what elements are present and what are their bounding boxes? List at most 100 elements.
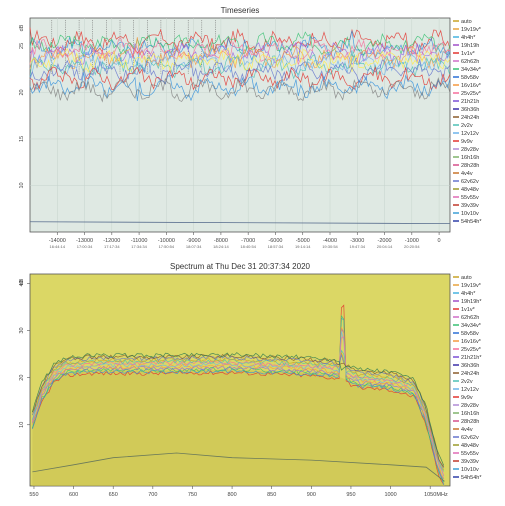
- x-tick-label: -12000: [103, 238, 120, 244]
- legend-entry: 4h4h*: [461, 35, 476, 41]
- timeseries-title: Timeseries: [221, 6, 260, 15]
- x-tick-label: 850: [267, 492, 276, 498]
- x-tick-label: -10000: [158, 238, 175, 244]
- timeseries-series-line: [29, 77, 451, 103]
- spectrum-series-line: [32, 349, 445, 472]
- legend-entry: 39v39v: [461, 203, 479, 209]
- legend-entry: 9v9v: [461, 139, 473, 145]
- legend-entry: 12v12v: [461, 131, 479, 137]
- legend-entry: 54h54h*: [461, 219, 482, 225]
- timeseries-series-line: [29, 31, 451, 58]
- legend-entry: 62h62h: [461, 59, 479, 65]
- x-tick-label: 800: [227, 492, 236, 498]
- y-tick-label: 15: [19, 136, 25, 142]
- legend-entry: 1v1v*: [461, 307, 476, 313]
- legend-entry: auto: [461, 275, 472, 281]
- spectrum-band-fill: [32, 369, 445, 486]
- legend-entry: 62h62h: [461, 315, 479, 321]
- x-tick-label: -9000: [187, 238, 201, 244]
- legend-entry: 16h16h: [461, 155, 479, 161]
- legend-entry: 34v34v*: [461, 323, 482, 329]
- timeseries-series-line: [29, 27, 451, 54]
- legend-entry: 39v39v: [461, 459, 479, 465]
- timeseries-low-series-line: [29, 221, 451, 225]
- x-tick-label: -14000: [49, 238, 66, 244]
- x-tick-label: 1000: [384, 492, 396, 498]
- y-tick-label: 20: [19, 375, 25, 381]
- x-time-label: 18:40:54: [240, 244, 256, 249]
- legend-entry: auto: [461, 19, 472, 25]
- x-time-label: 18:24:14: [213, 244, 229, 249]
- y-tick-label: 25: [19, 43, 25, 49]
- legend-entry: 16v16v*: [461, 339, 482, 345]
- x-tick-label: -1000: [405, 238, 419, 244]
- x-tick-label: -2000: [378, 238, 392, 244]
- x-tick-label: 700: [148, 492, 157, 498]
- legend-entry: 4v4v: [461, 171, 473, 177]
- legend-entry: 19v19v*: [461, 283, 482, 289]
- legend-entry: 21h21h: [461, 99, 479, 105]
- legend-entry: 48v48v: [461, 443, 479, 449]
- x-time-label: 17:00:34: [77, 244, 93, 249]
- legend-entry: 28v28v: [461, 403, 479, 409]
- legend-entry: 55v55v: [461, 195, 479, 201]
- spectrum-series-line: [32, 331, 445, 477]
- y-tick-label: 30: [19, 327, 25, 333]
- legend-entry: 48v48v: [461, 187, 479, 193]
- timeseries-series-line: [29, 53, 451, 80]
- x-tick-label: -5000: [296, 238, 310, 244]
- legend-entry: 28h28h: [461, 419, 479, 425]
- spectrum-series-line: [32, 353, 444, 468]
- legend-entry: 10v10v: [461, 211, 479, 217]
- spectrum-noise-floor-line: [32, 452, 445, 482]
- x-tick-label: -6000: [268, 238, 282, 244]
- legend-entry: 62v62v: [461, 435, 479, 441]
- legend-entry: 16v16v*: [461, 83, 482, 89]
- y-tick-label: 10: [19, 422, 25, 428]
- x-time-label: 20:20:54: [404, 244, 420, 249]
- spectrum-series-line: [32, 327, 444, 480]
- legend-entry: 58v58v: [461, 75, 479, 81]
- x-unit-label: MHz: [436, 492, 448, 498]
- x-tick-label: 900: [307, 492, 316, 498]
- legend-entry: 58v58v: [461, 331, 479, 337]
- x-time-label: 17:17:34: [104, 244, 120, 249]
- x-time-label: 20:04:14: [377, 244, 393, 249]
- legend-entry: 36h36h: [461, 363, 479, 369]
- x-time-label: 18:57:34: [268, 244, 284, 249]
- legend-entry: 2v2v: [461, 123, 473, 129]
- legend-entry: 2v2v: [461, 379, 473, 385]
- legend-entry: 12v12v: [461, 387, 479, 393]
- timeseries-series-line: [29, 41, 451, 66]
- legend-entry: 28h28h: [461, 163, 479, 169]
- y-unit-label: dB: [19, 24, 25, 31]
- x-time-label: 17:34:34: [131, 244, 147, 249]
- x-tick-label: 1050: [424, 492, 436, 498]
- legend-entry: 24h24h: [461, 371, 479, 377]
- x-tick-label: 600: [69, 492, 78, 498]
- spectrum-chart: Spectrum at Thu Dec 31 20:37:34 2020 550…: [19, 262, 482, 498]
- spectrum-series-line: [32, 317, 445, 485]
- x-time-label: 18:07:34: [186, 244, 202, 249]
- spectrum-series-line: [32, 326, 444, 479]
- y-tick-label: 10: [19, 182, 25, 188]
- y-tick-label: 20: [19, 89, 25, 95]
- x-tick-label: -11000: [131, 238, 148, 244]
- legend-entry: 55v55v: [461, 451, 479, 457]
- legend-entry: 25v25v*: [461, 347, 482, 353]
- x-time-label: 16:44:14: [49, 244, 65, 249]
- x-tick-label: 750: [188, 492, 197, 498]
- x-tick-label: 950: [346, 492, 355, 498]
- x-tick-label: -7000: [241, 238, 255, 244]
- legend-entry: 10v10v: [461, 467, 479, 473]
- legend-entry: 21h21h*: [461, 355, 482, 361]
- x-time-label: 19:30:54: [322, 244, 338, 249]
- legend-entry: 19v19v*: [461, 27, 482, 33]
- x-time-label: 17:50:54: [159, 244, 175, 249]
- x-tick-label: -8000: [214, 238, 228, 244]
- y-tick-label: 40: [19, 280, 25, 286]
- x-tick-label: -3000: [350, 238, 364, 244]
- x-tick-label: 550: [29, 492, 38, 498]
- legend-entry: 25v25v*: [461, 91, 482, 97]
- spectrum-series-line: [32, 304, 444, 485]
